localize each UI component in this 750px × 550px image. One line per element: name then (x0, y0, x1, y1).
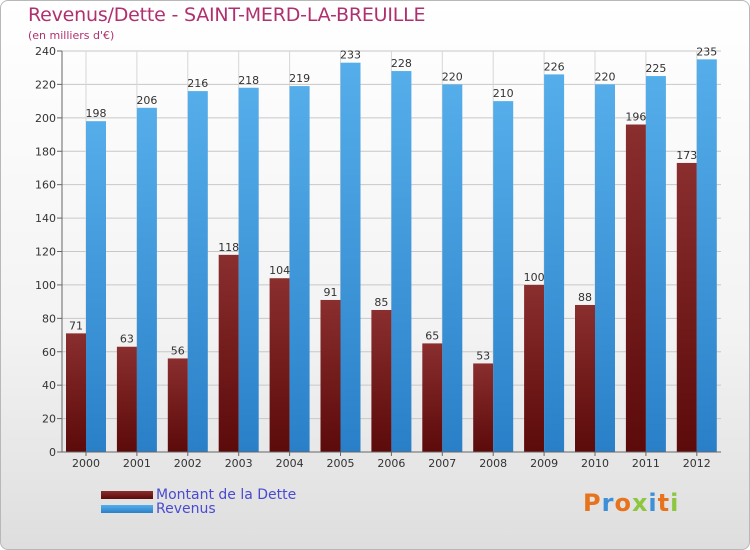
bar-dette (371, 309, 392, 452)
bar-revenus (340, 62, 361, 453)
x-tick-label: 2011 (632, 457, 660, 470)
data-label-revenus: 219 (289, 72, 310, 85)
data-label-revenus: 235 (696, 45, 717, 58)
data-label-dette: 88 (578, 291, 592, 304)
logo-letter: o (614, 489, 632, 517)
x-tick-label: 2008 (479, 457, 507, 470)
data-label-revenus: 206 (136, 94, 157, 107)
data-label-revenus: 228 (391, 57, 412, 70)
bar-dette (676, 162, 697, 452)
x-tick-label: 2010 (581, 457, 609, 470)
y-tick-label: 60 (42, 346, 56, 359)
bar-revenus (391, 71, 412, 453)
x-tick-label: 2009 (530, 457, 558, 470)
bar-dette (625, 124, 646, 453)
bar-layer (66, 59, 717, 453)
x-tick-label: 2007 (428, 457, 456, 470)
legend-label-debt: Montant de la Dette (156, 487, 297, 503)
bar-revenus (187, 91, 208, 452)
x-tick-label: 2005 (327, 457, 355, 470)
logo-letter: P (583, 489, 602, 517)
logo-letter: i (648, 489, 658, 517)
x-tick-label: 2012 (683, 457, 711, 470)
data-label-dette: 85 (374, 296, 388, 309)
data-label-revenus: 218 (238, 74, 259, 87)
bar-dette (524, 284, 545, 452)
data-label-dette: 53 (476, 349, 490, 362)
data-label-dette: 100 (524, 271, 545, 284)
x-tick-label: 2000 (72, 457, 100, 470)
bar-revenus (136, 107, 157, 452)
bar-revenus (238, 87, 259, 452)
legend-item-revenus: Revenus (101, 501, 216, 517)
y-tick-label: 180 (35, 145, 56, 158)
y-tick-label: 220 (35, 78, 56, 91)
x-tick-label: 2002 (174, 457, 202, 470)
bar-revenus (595, 84, 615, 453)
legend-label-revenus: Revenus (156, 501, 216, 517)
logo-letter: x (631, 489, 649, 517)
chart-subtitle: (en milliers d'€) (28, 29, 115, 42)
bar-dette (575, 304, 595, 452)
data-label-revenus: 216 (187, 77, 208, 90)
data-label-dette: 104 (269, 264, 290, 277)
bar-dette (66, 333, 86, 452)
bar-dette (269, 278, 290, 452)
chart-title: Revenus/Dette - SAINT-MERD-LA-BREUILLE (28, 4, 426, 26)
bar-dette (167, 358, 188, 452)
bar-revenus (86, 121, 106, 453)
x-tick-label: 2003 (225, 457, 253, 470)
data-label-dette: 91 (324, 286, 338, 299)
y-tick-label: 160 (35, 179, 56, 192)
y-tick-label: 0 (49, 446, 56, 459)
data-label-dette: 118 (218, 241, 239, 254)
data-label-dette: 56 (171, 344, 185, 357)
bar-revenus (442, 84, 463, 453)
bar-dette (218, 254, 239, 452)
logo-letter: i (670, 489, 680, 517)
legend-swatch-debt (101, 491, 153, 499)
bar-dette (320, 299, 341, 452)
bar-revenus (493, 101, 514, 452)
logo-letter: r (601, 489, 615, 517)
y-tick-label: 100 (35, 279, 56, 292)
x-tick-label: 2004 (276, 457, 304, 470)
data-label-revenus: 210 (493, 87, 514, 100)
data-label-revenus: 198 (86, 107, 107, 120)
y-tick-label: 20 (42, 413, 56, 426)
y-tick-label: 140 (35, 212, 56, 225)
logo-letter: t (657, 489, 671, 517)
bar-revenus (696, 59, 717, 453)
data-label-revenus: 225 (645, 62, 666, 75)
data-label-dette: 196 (625, 111, 646, 124)
bar-revenus (645, 76, 666, 452)
y-tick-label: 80 (42, 312, 56, 325)
data-label-dette: 65 (425, 329, 439, 342)
y-tick-label: 200 (35, 112, 56, 125)
legend-item-debt: Montant de la Dette (101, 487, 296, 503)
data-label-revenus: 226 (544, 60, 565, 73)
bar-revenus (544, 74, 565, 453)
y-tick-label: 120 (35, 246, 56, 259)
axis-layer: 0 20 40 60 80 100 120 140 160 180 200 220 240 2000 200… (35, 45, 721, 470)
x-tick-label: 2001 (123, 457, 151, 470)
data-label-revenus: 233 (340, 49, 361, 62)
proxiti-logo: Proxiti (583, 489, 679, 517)
bar-dette (422, 343, 443, 452)
data-label-revenus: 220 (595, 70, 616, 83)
x-tick-label: 2006 (377, 457, 405, 470)
bar-revenus (289, 86, 310, 453)
data-label-dette: 63 (120, 333, 134, 346)
y-tick-label: 40 (42, 379, 56, 392)
legend-swatch-revenus (101, 505, 153, 513)
label-layer: 71 198 63 206 56 216 118 218 104 219 91 233 85 228 65 2… (69, 45, 717, 362)
data-label-revenus: 220 (442, 70, 463, 83)
bar-dette (116, 346, 137, 452)
data-label-dette: 71 (69, 319, 83, 332)
bar-dette (473, 363, 494, 452)
y-tick-label: 240 (35, 45, 56, 58)
data-label-dette: 173 (676, 149, 697, 162)
